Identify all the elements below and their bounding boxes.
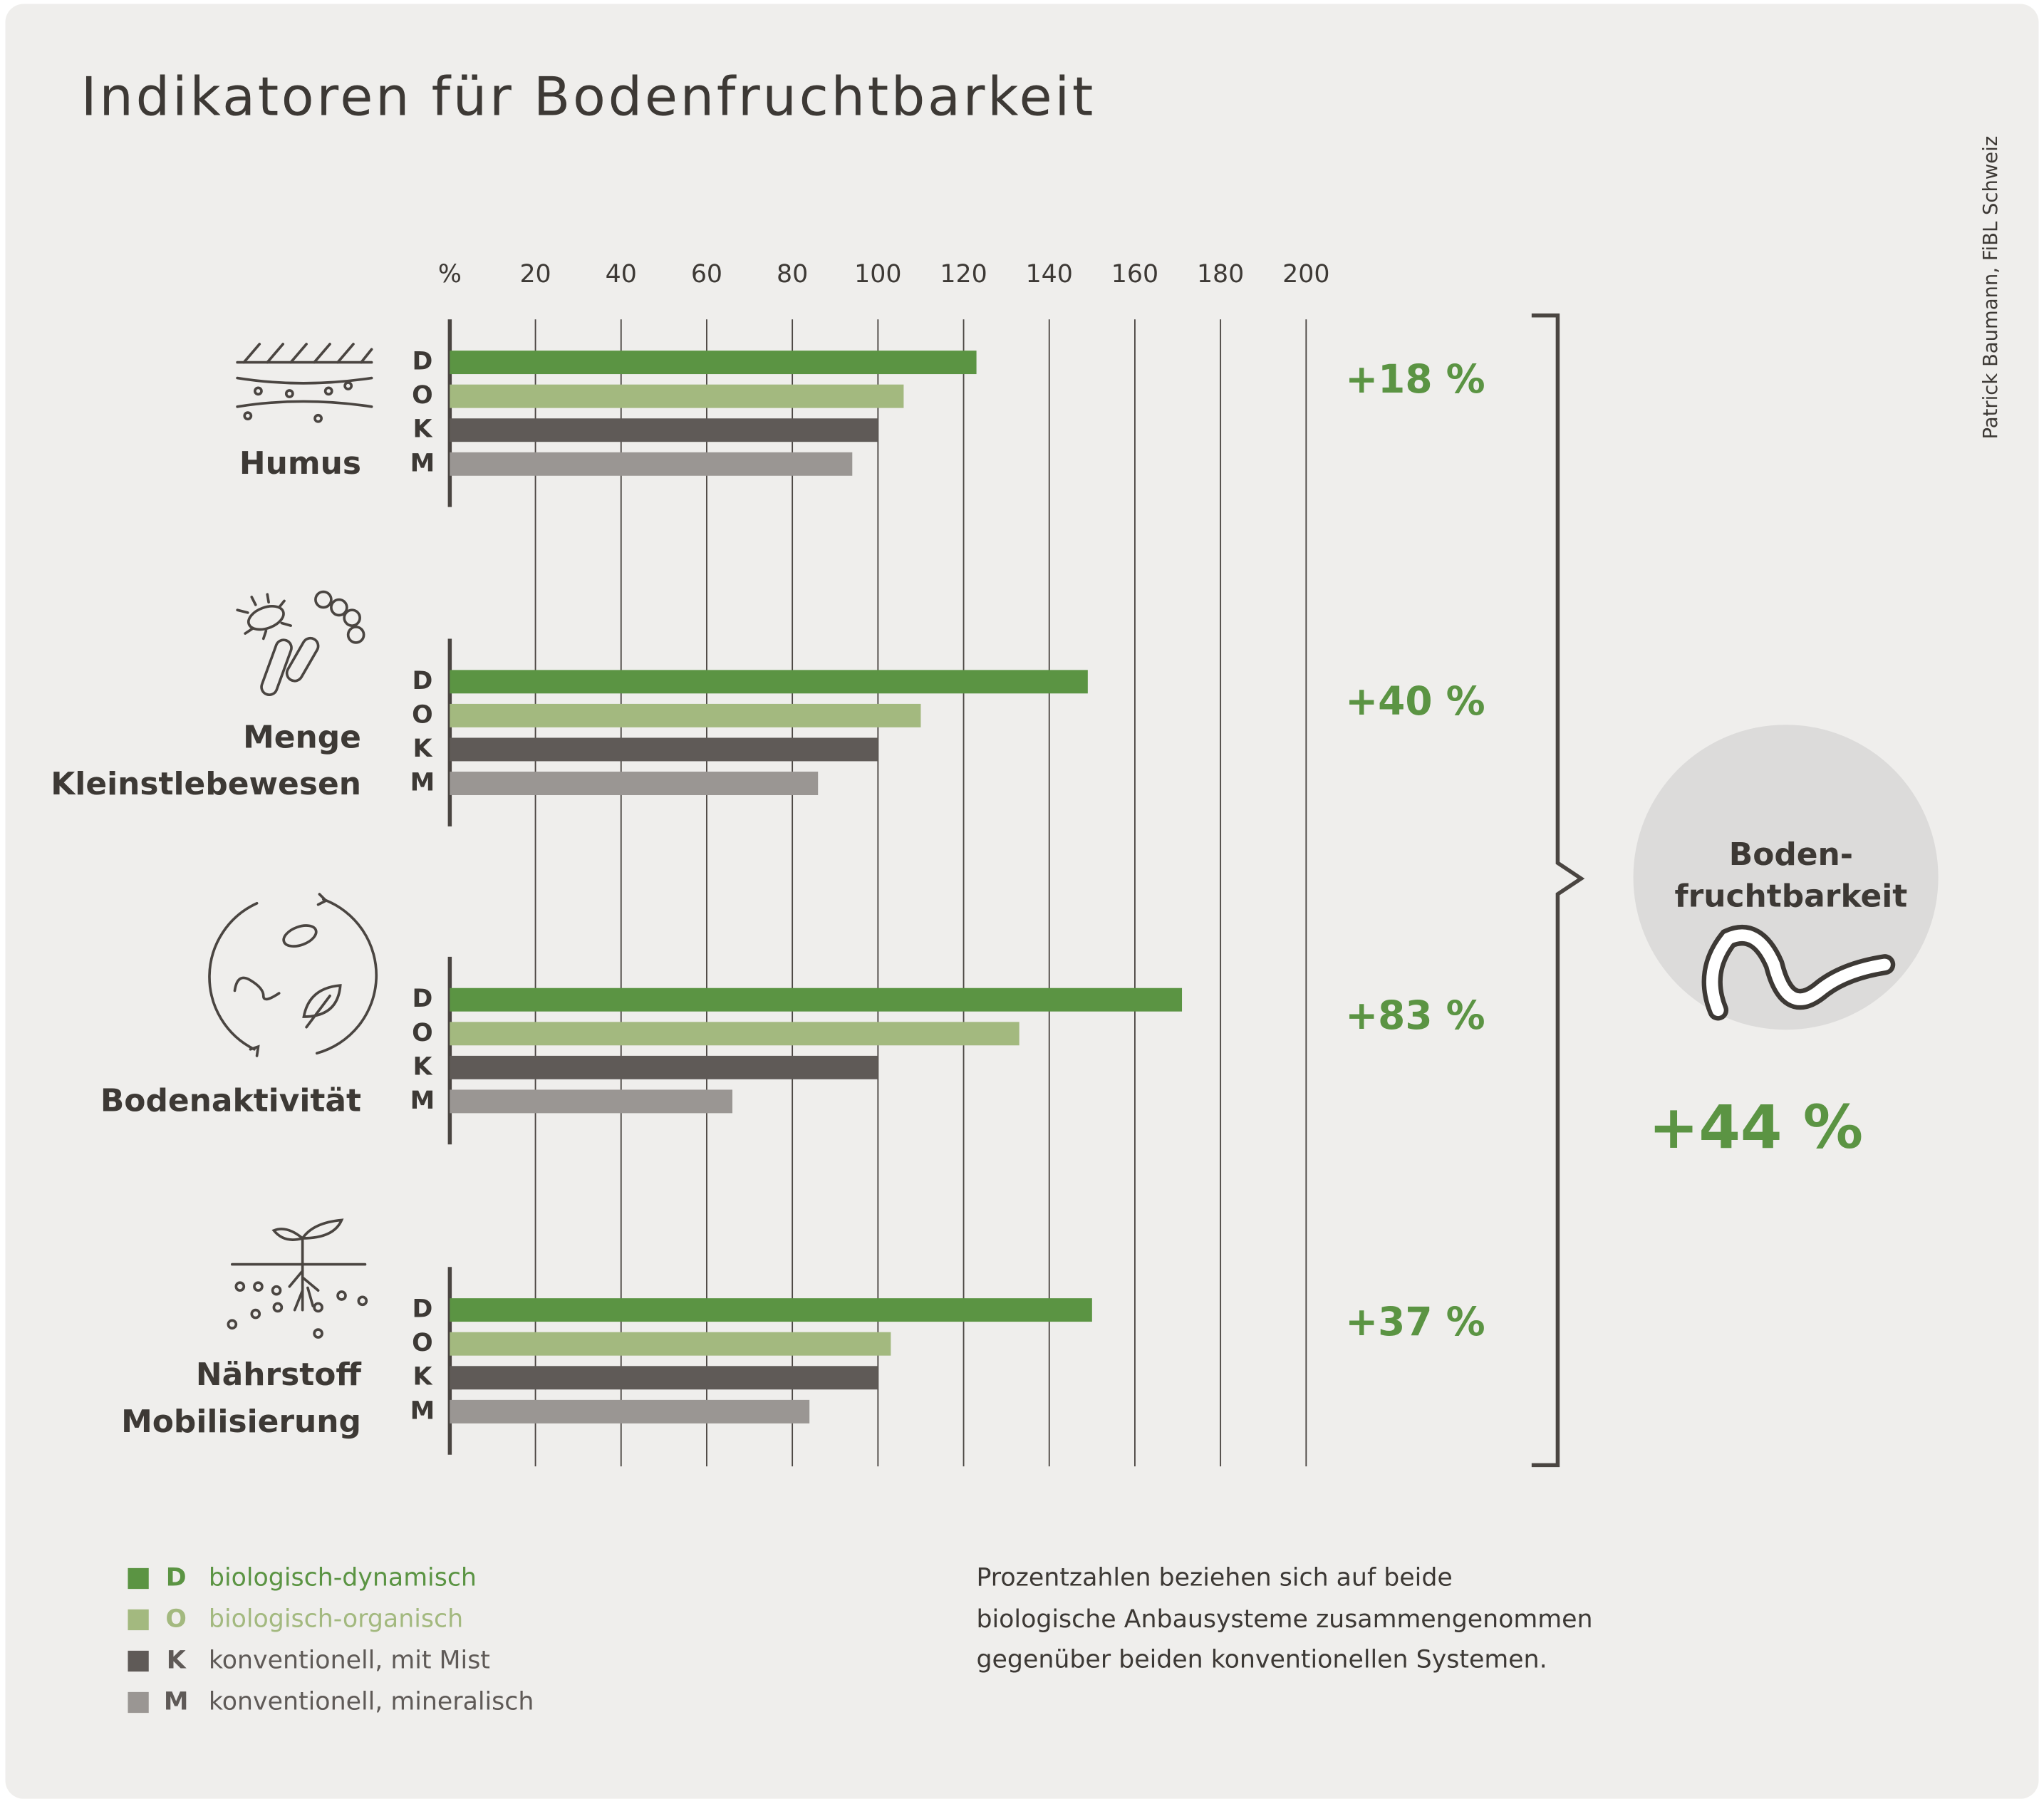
x-tick-label: 160 [1111, 260, 1158, 289]
note: gegenüber beiden konventionellen Systeme… [976, 1646, 1547, 1674]
series-key: M [410, 1396, 435, 1425]
legend-key: M [164, 1687, 189, 1716]
series-key: O [412, 700, 433, 729]
credit: Patrick Baumann, FiBL Schweiz [1980, 136, 2002, 440]
bar [450, 772, 819, 795]
series-key: M [410, 769, 435, 797]
x-tick-label: 80 [777, 260, 808, 289]
x-tick-label: 200 [1282, 260, 1329, 289]
legend-swatch [128, 1691, 149, 1714]
legend-label: biologisch-dynamisch [209, 1563, 477, 1592]
legend-label: biologisch-organisch [209, 1605, 463, 1633]
group-label: +83 % [1345, 992, 1485, 1038]
series-key: O [412, 1329, 433, 1357]
category-label: Menge [243, 719, 361, 755]
category-label: Bodenaktivität [100, 1083, 361, 1119]
summary-label: fruchtbarkeit [1675, 878, 1908, 915]
icon-humus [236, 343, 373, 423]
x-tick-label: % [438, 260, 462, 289]
category-label: Mobilisierung [121, 1404, 361, 1440]
legend-swatch [128, 1567, 149, 1590]
series-key: M [410, 449, 435, 477]
note: Prozentzahlen beziehen sich auf beide [976, 1563, 1452, 1592]
series-key: D [413, 348, 433, 376]
bar [450, 1089, 733, 1114]
series-key: K [413, 735, 432, 763]
series-key: K [413, 415, 432, 444]
bar [450, 737, 878, 762]
bar [450, 452, 853, 476]
x-tick-label: 60 [691, 260, 722, 289]
x-tick-label: 120 [940, 260, 987, 289]
bar [450, 418, 878, 442]
bar [450, 1055, 878, 1079]
summary-label: Boden- [1729, 836, 1853, 873]
bar [450, 670, 1088, 694]
bar [450, 1022, 1020, 1046]
category-label: Nährstoff [196, 1357, 362, 1393]
legend-key: K [167, 1646, 187, 1674]
x-tick-label: 40 [606, 260, 637, 289]
bar [450, 384, 904, 408]
series-key: D [413, 985, 433, 1013]
legend-label: konventionell, mit Mist [209, 1646, 490, 1674]
series-key: M [410, 1087, 435, 1115]
bar [450, 703, 921, 727]
series-key: O [412, 1019, 433, 1047]
summary-value: +44 % [1649, 1092, 1863, 1162]
series-key: D [413, 667, 433, 695]
x-tick-label: 20 [519, 260, 551, 289]
chart-title: Indikatoren für Bodenfruchtbarkeit [81, 65, 1096, 128]
worm-inner [1706, 929, 1891, 1017]
series-key: D [413, 1295, 433, 1324]
x-tick-label: 100 [854, 260, 901, 289]
category-label: Kleinstlebewesen [51, 766, 361, 802]
x-tick-label: 140 [1026, 260, 1073, 289]
series-key: O [412, 381, 433, 410]
x-tick-label: 180 [1197, 260, 1244, 289]
bar [450, 1399, 810, 1424]
icon-microbes [236, 590, 365, 697]
legend-swatch [128, 1650, 149, 1672]
legend-key: D [166, 1563, 187, 1592]
bar [450, 1332, 891, 1356]
group-label: +18 % [1345, 356, 1485, 402]
bar [450, 1298, 1092, 1322]
bar [450, 1366, 878, 1390]
bar [450, 351, 977, 375]
category-label: Humus [239, 445, 361, 482]
series-key: K [413, 1363, 432, 1391]
icon-nutrients [227, 1218, 368, 1339]
legend-label: konventionell, mineralisch [209, 1687, 534, 1716]
legend-swatch [128, 1609, 149, 1631]
group-label: +37 % [1345, 1299, 1485, 1344]
note: biologische Anbausysteme zusammengenomme… [976, 1605, 1592, 1634]
group-label: +40 % [1345, 678, 1485, 724]
icon-activity [208, 893, 378, 1057]
bar [450, 987, 1183, 1012]
series-key: K [413, 1052, 432, 1081]
bracket [1531, 313, 1585, 1468]
legend-key: O [165, 1605, 187, 1633]
